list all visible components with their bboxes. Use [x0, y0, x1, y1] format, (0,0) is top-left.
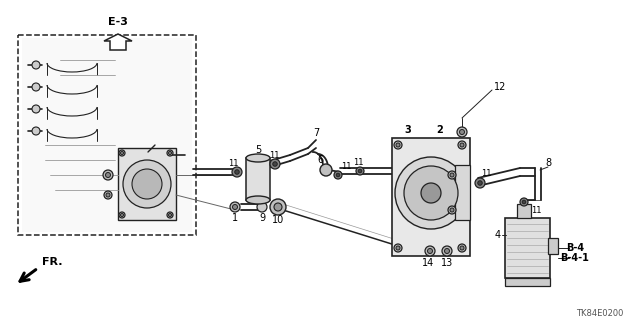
Text: E-3: E-3 — [108, 17, 128, 27]
Circle shape — [442, 246, 452, 256]
Circle shape — [123, 160, 171, 208]
Ellipse shape — [246, 154, 270, 162]
Circle shape — [460, 246, 464, 250]
Text: 9: 9 — [259, 213, 265, 223]
Bar — [392, 138, 470, 256]
Circle shape — [232, 204, 237, 210]
Circle shape — [428, 249, 433, 253]
Circle shape — [448, 206, 456, 214]
Bar — [548, 238, 558, 254]
Polygon shape — [22, 38, 192, 232]
Text: 11: 11 — [269, 150, 279, 159]
Ellipse shape — [246, 196, 270, 204]
Text: 8: 8 — [545, 158, 551, 168]
Circle shape — [103, 170, 113, 180]
Circle shape — [458, 141, 466, 149]
Text: 11: 11 — [340, 162, 351, 171]
Bar — [517, 204, 531, 218]
Circle shape — [32, 61, 40, 69]
Text: 11: 11 — [531, 205, 541, 214]
Circle shape — [421, 183, 441, 203]
Text: 13: 13 — [441, 258, 453, 268]
Bar — [455, 165, 470, 220]
Circle shape — [450, 173, 454, 177]
Circle shape — [168, 213, 172, 217]
Circle shape — [274, 203, 282, 211]
Circle shape — [460, 130, 465, 134]
Bar — [505, 218, 550, 278]
Circle shape — [425, 246, 435, 256]
Text: 12: 12 — [494, 82, 506, 92]
Circle shape — [168, 151, 172, 155]
Circle shape — [520, 198, 528, 206]
Circle shape — [167, 212, 173, 218]
Circle shape — [358, 169, 362, 173]
Text: B-4-1: B-4-1 — [561, 253, 589, 263]
Circle shape — [336, 173, 340, 177]
Text: 7: 7 — [313, 128, 319, 138]
Text: 10: 10 — [272, 215, 284, 225]
Bar — [246, 158, 270, 200]
Bar — [505, 278, 550, 286]
Text: 6: 6 — [317, 155, 323, 165]
Circle shape — [394, 141, 402, 149]
Circle shape — [396, 246, 400, 250]
Text: TK84E0200: TK84E0200 — [576, 308, 624, 317]
Text: 14: 14 — [422, 258, 434, 268]
Text: 11: 11 — [228, 158, 238, 167]
Circle shape — [522, 200, 526, 204]
Circle shape — [273, 162, 277, 166]
Circle shape — [396, 143, 400, 147]
Circle shape — [356, 167, 364, 175]
Circle shape — [460, 143, 464, 147]
Circle shape — [119, 212, 125, 218]
Circle shape — [394, 244, 402, 252]
Circle shape — [448, 171, 456, 179]
Circle shape — [320, 164, 332, 176]
Circle shape — [32, 127, 40, 135]
Text: 11: 11 — [353, 157, 364, 166]
Circle shape — [475, 178, 485, 188]
Circle shape — [230, 202, 240, 212]
Polygon shape — [104, 34, 132, 50]
Circle shape — [334, 171, 342, 179]
Circle shape — [450, 208, 454, 212]
Circle shape — [106, 193, 110, 197]
Text: FR.: FR. — [42, 257, 62, 267]
Circle shape — [445, 249, 449, 253]
Circle shape — [458, 244, 466, 252]
Circle shape — [477, 181, 483, 185]
Text: 11: 11 — [481, 169, 492, 178]
Circle shape — [270, 159, 280, 169]
Circle shape — [132, 169, 162, 199]
Text: 1: 1 — [232, 213, 238, 223]
Circle shape — [32, 105, 40, 113]
Circle shape — [232, 167, 242, 177]
Circle shape — [120, 151, 124, 155]
Circle shape — [404, 166, 458, 220]
Circle shape — [120, 213, 124, 217]
Circle shape — [32, 83, 40, 91]
Text: 3: 3 — [404, 125, 412, 135]
Circle shape — [270, 199, 286, 215]
Text: 5: 5 — [255, 145, 261, 155]
Circle shape — [235, 170, 239, 174]
Circle shape — [119, 150, 125, 156]
Bar — [18, 35, 196, 235]
Circle shape — [167, 150, 173, 156]
Circle shape — [257, 202, 267, 212]
Text: 2: 2 — [436, 125, 444, 135]
Circle shape — [104, 191, 112, 199]
Circle shape — [106, 172, 111, 178]
Circle shape — [395, 157, 467, 229]
Text: B-4: B-4 — [566, 243, 584, 253]
Bar — [118, 148, 176, 220]
Circle shape — [457, 127, 467, 137]
Text: 4: 4 — [495, 230, 501, 240]
